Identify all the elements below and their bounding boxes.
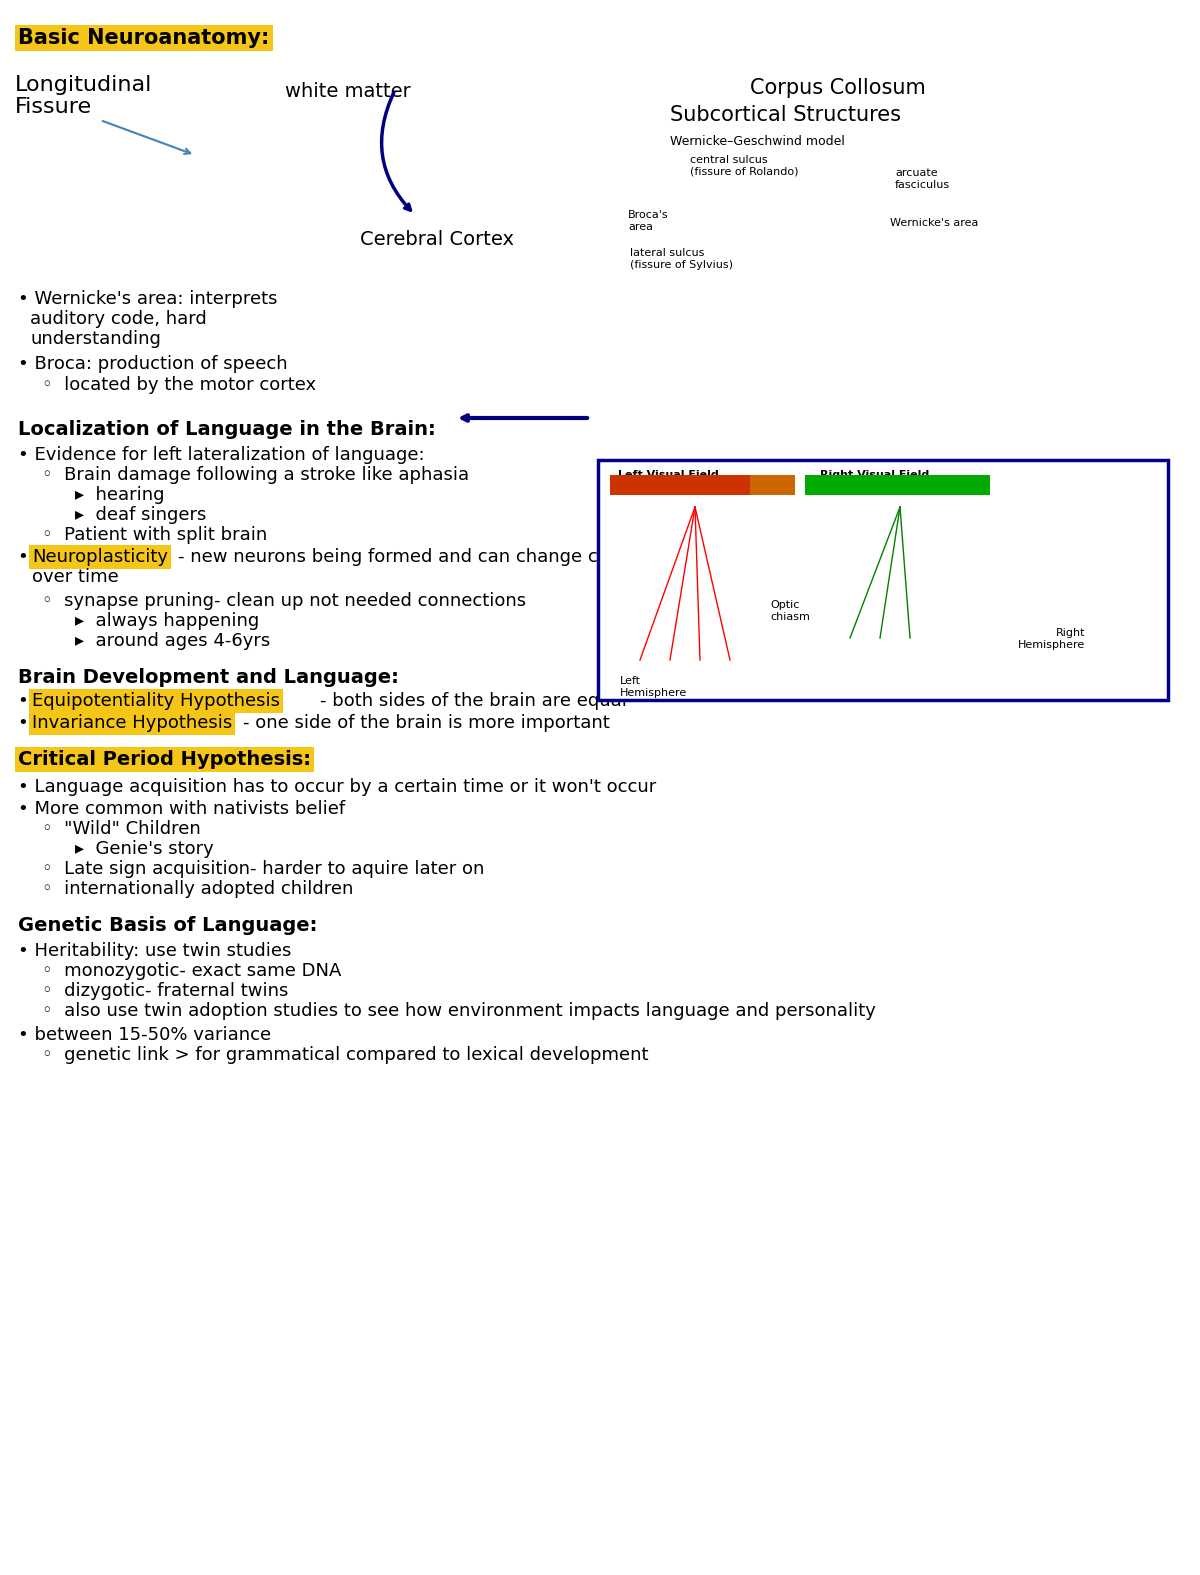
Text: Longitudinal: Longitudinal — [14, 76, 152, 94]
Text: (fissure of Rolando): (fissure of Rolando) — [690, 167, 798, 176]
Text: Equipotentiality Hypothesis: Equipotentiality Hypothesis — [32, 691, 280, 710]
Text: - both sides of the brain are equal: - both sides of the brain are equal — [320, 691, 626, 710]
Text: Basic Neuroanatomy:: Basic Neuroanatomy: — [18, 28, 269, 47]
Text: ◦  internationally adopted children: ◦ internationally adopted children — [42, 880, 353, 898]
Text: • Language acquisition has to occur by a certain time or it won't occur: • Language acquisition has to occur by a… — [18, 778, 656, 795]
Text: •: • — [18, 691, 35, 710]
Text: Left Visual Field: Left Visual Field — [618, 469, 719, 480]
Text: auditory code, hard: auditory code, hard — [30, 310, 206, 328]
Text: ◦  also use twin adoption studies to see how environment impacts language and pe: ◦ also use twin adoption studies to see … — [42, 1002, 876, 1021]
Text: •: • — [18, 713, 35, 732]
Text: ◦  Late sign acquisition- harder to aquire later on: ◦ Late sign acquisition- harder to aquir… — [42, 860, 485, 877]
Text: ◦  genetic link > for grammatical compared to lexical development: ◦ genetic link > for grammatical compare… — [42, 1046, 648, 1065]
Text: • Evidence for left lateralization of language:: • Evidence for left lateralization of la… — [18, 446, 425, 465]
Text: ▸  hearing: ▸ hearing — [74, 487, 164, 504]
Text: Hemisphere: Hemisphere — [1018, 639, 1085, 650]
Text: understanding: understanding — [30, 331, 161, 348]
Text: arcuate: arcuate — [895, 169, 937, 178]
Text: ◦  monozygotic- exact same DNA: ◦ monozygotic- exact same DNA — [42, 962, 341, 980]
Text: • between 15-50% variance: • between 15-50% variance — [18, 1025, 271, 1044]
Text: Localization of Language in the Brain:: Localization of Language in the Brain: — [18, 421, 436, 439]
Text: Wernicke–Geschwind model: Wernicke–Geschwind model — [670, 135, 845, 148]
Text: ▸  always happening: ▸ always happening — [74, 613, 259, 630]
Text: - one side of the brain is more important: - one side of the brain is more importan… — [242, 713, 610, 732]
Text: Right Visual Field: Right Visual Field — [820, 469, 929, 480]
Bar — [750, 476, 796, 495]
FancyBboxPatch shape — [598, 460, 1168, 699]
Text: ▸  deaf singers: ▸ deaf singers — [74, 506, 206, 524]
Text: Critical Period Hypothesis:: Critical Period Hypothesis: — [18, 750, 311, 769]
Text: Brain Development and Language:: Brain Development and Language: — [18, 668, 398, 687]
Text: fasciculus: fasciculus — [895, 180, 950, 191]
Text: Fissure: Fissure — [14, 98, 92, 117]
Text: ▸  around ages 4-6yrs: ▸ around ages 4-6yrs — [74, 632, 270, 650]
Text: ▸  Genie's story: ▸ Genie's story — [74, 839, 214, 858]
Text: area: area — [628, 222, 653, 232]
Text: • Heritability: use twin studies: • Heritability: use twin studies — [18, 942, 292, 961]
Text: white matter: white matter — [286, 82, 410, 101]
Bar — [610, 476, 796, 495]
Text: ◦  synapse pruning- clean up not needed connections: ◦ synapse pruning- clean up not needed c… — [42, 592, 526, 610]
Text: • Wernicke's area: interprets: • Wernicke's area: interprets — [18, 290, 277, 309]
Text: Wernicke's area: Wernicke's area — [890, 217, 978, 228]
Text: chiasm: chiasm — [770, 613, 810, 622]
Text: Optic: Optic — [770, 600, 799, 610]
Text: (fissure of Sylvius): (fissure of Sylvius) — [630, 260, 733, 269]
Text: ◦  Patient with split brain: ◦ Patient with split brain — [42, 526, 268, 543]
Text: ◦  located by the motor cortex: ◦ located by the motor cortex — [42, 376, 316, 394]
Text: ◦  "Wild" Children: ◦ "Wild" Children — [42, 821, 200, 838]
Text: Neuroplasticity: Neuroplasticity — [32, 548, 168, 565]
Text: Hemisphere: Hemisphere — [620, 688, 688, 698]
Text: over time: over time — [32, 569, 119, 586]
Text: - new neurons being formed and can change connections: - new neurons being formed and can chang… — [178, 548, 696, 565]
Text: Genetic Basis of Language:: Genetic Basis of Language: — [18, 917, 317, 936]
Text: Subcortical Structures: Subcortical Structures — [670, 106, 901, 124]
Text: Cerebral Cortex: Cerebral Cortex — [360, 230, 514, 249]
Text: Broca's: Broca's — [628, 209, 668, 221]
Text: Left: Left — [620, 676, 641, 687]
Text: Corpus Collosum: Corpus Collosum — [750, 79, 925, 98]
Text: Right: Right — [1056, 628, 1085, 638]
Text: lateral sulcus: lateral sulcus — [630, 247, 704, 258]
Text: ◦  Brain damage following a stroke like aphasia: ◦ Brain damage following a stroke like a… — [42, 466, 469, 484]
Text: central sulcus: central sulcus — [690, 154, 768, 165]
Text: Invariance Hypothesis: Invariance Hypothesis — [32, 713, 233, 732]
Text: • Broca: production of speech: • Broca: production of speech — [18, 354, 288, 373]
Text: • More common with nativists belief: • More common with nativists belief — [18, 800, 346, 817]
Bar — [805, 476, 990, 495]
Text: •: • — [18, 548, 35, 565]
Text: ◦  dizygotic- fraternal twins: ◦ dizygotic- fraternal twins — [42, 981, 288, 1000]
